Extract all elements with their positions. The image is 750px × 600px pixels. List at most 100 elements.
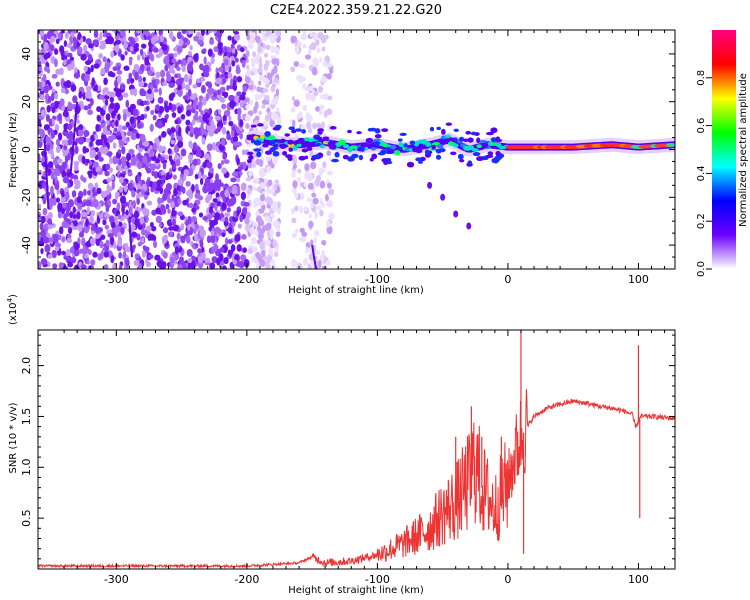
noise-dot	[38, 65, 43, 72]
noise-dot	[221, 103, 227, 110]
noise-dot	[265, 187, 272, 194]
noise-dot	[42, 207, 48, 216]
noise-dot	[219, 86, 226, 93]
noise-dot	[207, 48, 213, 57]
noise-dot	[273, 77, 279, 84]
noise-dot	[232, 259, 238, 265]
noise-dot	[275, 88, 280, 97]
noise-dot	[233, 210, 237, 218]
noise-dot	[150, 36, 156, 45]
track-blob	[425, 142, 432, 147]
noise-dot	[189, 126, 195, 133]
noise-dot	[135, 30, 142, 34]
noise-dot	[126, 136, 130, 142]
noise-dot	[274, 220, 280, 229]
noise-dot	[292, 180, 298, 189]
noise-dot	[221, 202, 227, 211]
noise-dot	[193, 35, 200, 42]
noise-dot	[293, 99, 300, 107]
noise-dot	[221, 232, 226, 238]
noise-dot	[239, 132, 244, 140]
track-blob	[370, 147, 377, 151]
noise-dot	[145, 91, 149, 101]
noise-dot	[91, 77, 95, 86]
noise-dot	[312, 59, 320, 68]
noise-dot	[63, 111, 69, 118]
noise-dot	[203, 153, 210, 160]
noise-dot	[259, 241, 265, 250]
noise-dot	[208, 128, 215, 137]
noise-dot	[117, 238, 123, 248]
noise-dot	[209, 39, 215, 45]
snr-frame	[37, 329, 676, 570]
noise-dot	[203, 71, 210, 78]
noise-dot	[113, 127, 118, 133]
noise-dot	[171, 210, 177, 217]
track-blob	[338, 139, 347, 146]
noise-dot	[317, 85, 324, 93]
noise-dot	[40, 247, 44, 255]
noise-dot	[270, 188, 274, 195]
noise-dot	[271, 200, 278, 209]
noise-dot	[116, 65, 121, 71]
noise-dot	[110, 175, 115, 181]
noise-dot	[123, 201, 130, 207]
noise-dot	[328, 188, 335, 196]
noise-dot	[104, 170, 110, 177]
track-blob	[471, 148, 479, 152]
noise-dot	[72, 214, 77, 219]
noise-dot	[226, 46, 232, 53]
noise-dot	[60, 30, 65, 34]
noise-dot	[168, 65, 175, 74]
track-scatter	[373, 141, 381, 146]
noise-dot	[142, 155, 148, 164]
track-scatter	[436, 126, 441, 131]
noise-dot	[188, 202, 194, 209]
noise-dot	[303, 206, 310, 212]
noise-dot	[175, 159, 181, 167]
noise-dot	[255, 210, 260, 217]
x-tick-label: 100	[628, 573, 649, 586]
noise-dot	[73, 250, 80, 257]
noise-dot	[240, 191, 247, 201]
snr-x-axis-label: Height of straight line (km)	[288, 585, 424, 596]
noise-dot	[307, 182, 314, 190]
noise-dot	[239, 214, 244, 223]
track-scatter	[495, 150, 501, 157]
noise-dot	[161, 131, 167, 138]
noise-dot	[131, 231, 138, 238]
noise-dot	[313, 230, 320, 236]
noise-dot	[64, 266, 68, 269]
noise-dot	[140, 113, 145, 121]
track-scatter	[491, 158, 497, 164]
noise-dot	[308, 213, 312, 219]
track-scatter	[264, 130, 271, 137]
track-scatter	[246, 134, 254, 138]
noise-dot	[300, 124, 306, 131]
branch-dot	[427, 181, 433, 189]
noise-dot	[102, 264, 108, 269]
noise-dot	[141, 189, 145, 196]
noise-dot	[248, 170, 253, 178]
track-scatter	[418, 160, 423, 164]
noise-dot	[199, 239, 204, 248]
noise-dot	[55, 81, 60, 87]
noise-dot	[238, 260, 245, 269]
track-scatter	[365, 137, 374, 144]
noise-dot	[39, 30, 45, 37]
noise-dot	[43, 41, 49, 51]
track-scatter	[490, 127, 498, 134]
noise-dot	[138, 81, 145, 88]
noise-dot	[103, 146, 109, 154]
noise-dot	[143, 100, 148, 106]
noise-dot	[249, 227, 256, 235]
noise-dot	[40, 258, 48, 266]
noise-dot	[161, 43, 168, 51]
noise-dot	[152, 142, 157, 151]
noise-dot	[177, 59, 182, 65]
noise-dot	[130, 223, 136, 232]
noise-dot	[238, 126, 244, 131]
noise-dot	[113, 108, 119, 114]
noise-dot	[229, 78, 234, 87]
noise-dot	[257, 232, 264, 240]
